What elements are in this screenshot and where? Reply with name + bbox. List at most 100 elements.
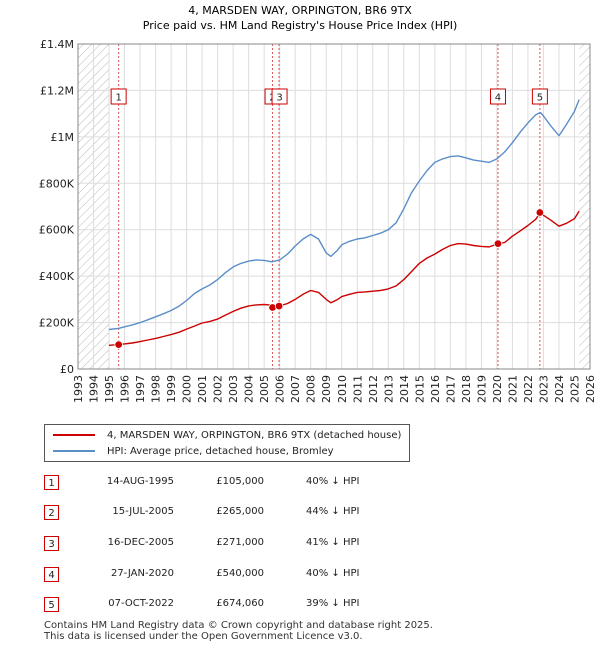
y-tick-label: £600K — [39, 224, 75, 237]
x-tick-label: 2006 — [274, 375, 287, 403]
series-line-hpi — [108, 99, 580, 331]
x-tick-label: 2004 — [243, 375, 256, 403]
x-tick-label: 2005 — [258, 375, 271, 403]
legend: 4, MARSDEN WAY, ORPINGTON, BR6 9TX (deta… — [44, 424, 410, 462]
transaction-date: 14-AUG-1995 — [106, 476, 174, 487]
sale-point — [535, 208, 545, 217]
transaction-price: £540,000 — [216, 568, 264, 579]
transaction-date: 15-JUL-2005 — [112, 506, 174, 517]
x-tick-label: 2020 — [491, 375, 504, 403]
y-tick-label: £1M — [51, 131, 75, 144]
transaction-number: 5 — [44, 597, 59, 612]
transaction-number: 2 — [44, 505, 59, 520]
x-tick-label: 1999 — [165, 375, 178, 403]
x-tick-label: 2002 — [212, 375, 225, 403]
sale-badge-box — [489, 88, 506, 105]
x-tick-label: 2015 — [413, 375, 426, 403]
sale-badge-box — [531, 88, 548, 105]
chart-title: 4, MARSDEN WAY, ORPINGTON, BR6 9TX — [188, 4, 412, 17]
sale-badge-box — [271, 88, 288, 105]
transaction-number: 3 — [44, 536, 59, 551]
y-tick-label: £1.2M — [40, 84, 74, 97]
transaction-row: 4 27-JAN-2020 £540,000 40% ↓ HPI — [44, 564, 464, 584]
legend-item-hpi: HPI: Average price, detached house, Brom… — [53, 444, 334, 460]
x-tick-label: 2003 — [227, 375, 240, 403]
x-tick-label: 1994 — [88, 375, 101, 403]
transaction-price: £265,000 — [216, 506, 264, 517]
sale-badge-label: 1 — [115, 93, 121, 104]
transaction-price: £271,000 — [216, 537, 264, 548]
transaction-number: 4 — [44, 567, 59, 582]
sale-points — [114, 208, 545, 349]
x-tick-label: 1997 — [134, 375, 147, 403]
x-tick-label: 1995 — [103, 375, 116, 403]
y-tick-label: £1.4M — [40, 38, 74, 51]
chart-subtitle: Price paid vs. HM Land Registry's House … — [143, 19, 458, 32]
transaction-row: 1 14-AUG-1995 £105,000 40% ↓ HPI — [44, 472, 464, 492]
series-line-property — [108, 210, 580, 346]
transaction-price: £105,000 — [216, 476, 264, 487]
x-tick-label: 2024 — [553, 375, 566, 403]
transaction-hpi: 41% ↓ HPI — [306, 537, 360, 548]
legend-label-property: 4, MARSDEN WAY, ORPINGTON, BR6 9TX (deta… — [107, 430, 402, 441]
transaction-hpi: 44% ↓ HPI — [306, 506, 360, 517]
legend-swatch-hpi — [53, 450, 95, 452]
x-tick-label: 2014 — [398, 375, 411, 403]
sale-point — [114, 340, 123, 349]
x-tick-label: 2008 — [305, 375, 318, 403]
y-tick-label: £200K — [39, 317, 75, 330]
x-tick-label: 2009 — [320, 375, 333, 403]
x-tick-label: 1998 — [150, 375, 163, 403]
plot-area — [78, 44, 590, 369]
transaction-price: £674,060 — [216, 598, 264, 609]
sale-point — [274, 301, 284, 311]
plot-frame — [77, 43, 591, 370]
x-tick-label: 2012 — [367, 375, 380, 403]
price-chart: 4, MARSDEN WAY, ORPINGTON, BR6 9TX Price… — [39, 4, 597, 403]
transaction-date: 07-OCT-2022 — [108, 598, 174, 609]
hatched-region — [579, 44, 590, 369]
x-tick-label: 2016 — [429, 375, 442, 403]
x-tick-label: 2017 — [444, 375, 457, 403]
transaction-number: 1 — [44, 475, 59, 490]
sale-badge-box — [110, 88, 127, 105]
transaction-hpi: 39% ↓ HPI — [306, 598, 360, 609]
x-tick-label: 2021 — [506, 375, 519, 403]
x-tick-label: 2000 — [181, 375, 194, 403]
transaction-row: 5 07-OCT-2022 £674,060 39% ↓ HPI — [44, 594, 464, 614]
x-tick-label: 2026 — [584, 375, 597, 403]
x-tick-label: 2013 — [382, 375, 395, 403]
x-tick-label: 2023 — [537, 375, 550, 403]
sale-badge-label: 4 — [495, 93, 501, 104]
x-tick-label: 2011 — [351, 375, 364, 403]
sale-badges: 12345 — [110, 88, 548, 105]
transaction-date: 16-DEC-2005 — [107, 537, 174, 548]
transaction-row: 3 16-DEC-2005 £271,000 41% ↓ HPI — [44, 533, 464, 553]
legend-label-hpi: HPI: Average price, detached house, Brom… — [107, 446, 334, 457]
x-axis: 1993 1994 1995 1996 1997 1998 1999 2000 2001 2002… — [72, 375, 597, 403]
x-tick-label: 1996 — [119, 375, 132, 403]
footer: Contains HM Land Registry data © Crown c… — [44, 620, 433, 642]
transaction-row: 2 15-JUL-2005 £265,000 44% ↓ HPI — [44, 502, 464, 522]
y-tick-label: £0 — [60, 363, 74, 376]
x-tick-label: 2001 — [196, 375, 209, 403]
x-tick-label: 2022 — [522, 375, 535, 403]
x-tick-label: 2025 — [568, 375, 581, 403]
y-tick-label: £400K — [39, 270, 75, 283]
x-tick-label: 2010 — [336, 375, 349, 403]
y-tick-label: £800K — [39, 177, 75, 190]
plot-background — [78, 44, 590, 369]
x-tick-label: 2019 — [475, 375, 488, 403]
legend-swatch-property — [53, 434, 95, 436]
transaction-date: 27-JAN-2020 — [110, 568, 174, 579]
x-tick-label: 2018 — [460, 375, 473, 403]
sale-point — [493, 239, 503, 248]
transaction-hpi: 40% ↓ HPI — [306, 476, 360, 487]
x-tick-label: 1993 — [72, 375, 85, 403]
sale-badge-label: 5 — [537, 93, 543, 104]
sale-badge-label: 3 — [276, 93, 282, 104]
footer-licence: This data is licensed under the Open Gov… — [44, 631, 363, 642]
y-axis: £0 £200K £400K £600K £800K £1M £1.2M £1.4M — [39, 38, 75, 376]
x-tick-label: 2007 — [289, 375, 302, 403]
series-lines — [108, 99, 580, 346]
